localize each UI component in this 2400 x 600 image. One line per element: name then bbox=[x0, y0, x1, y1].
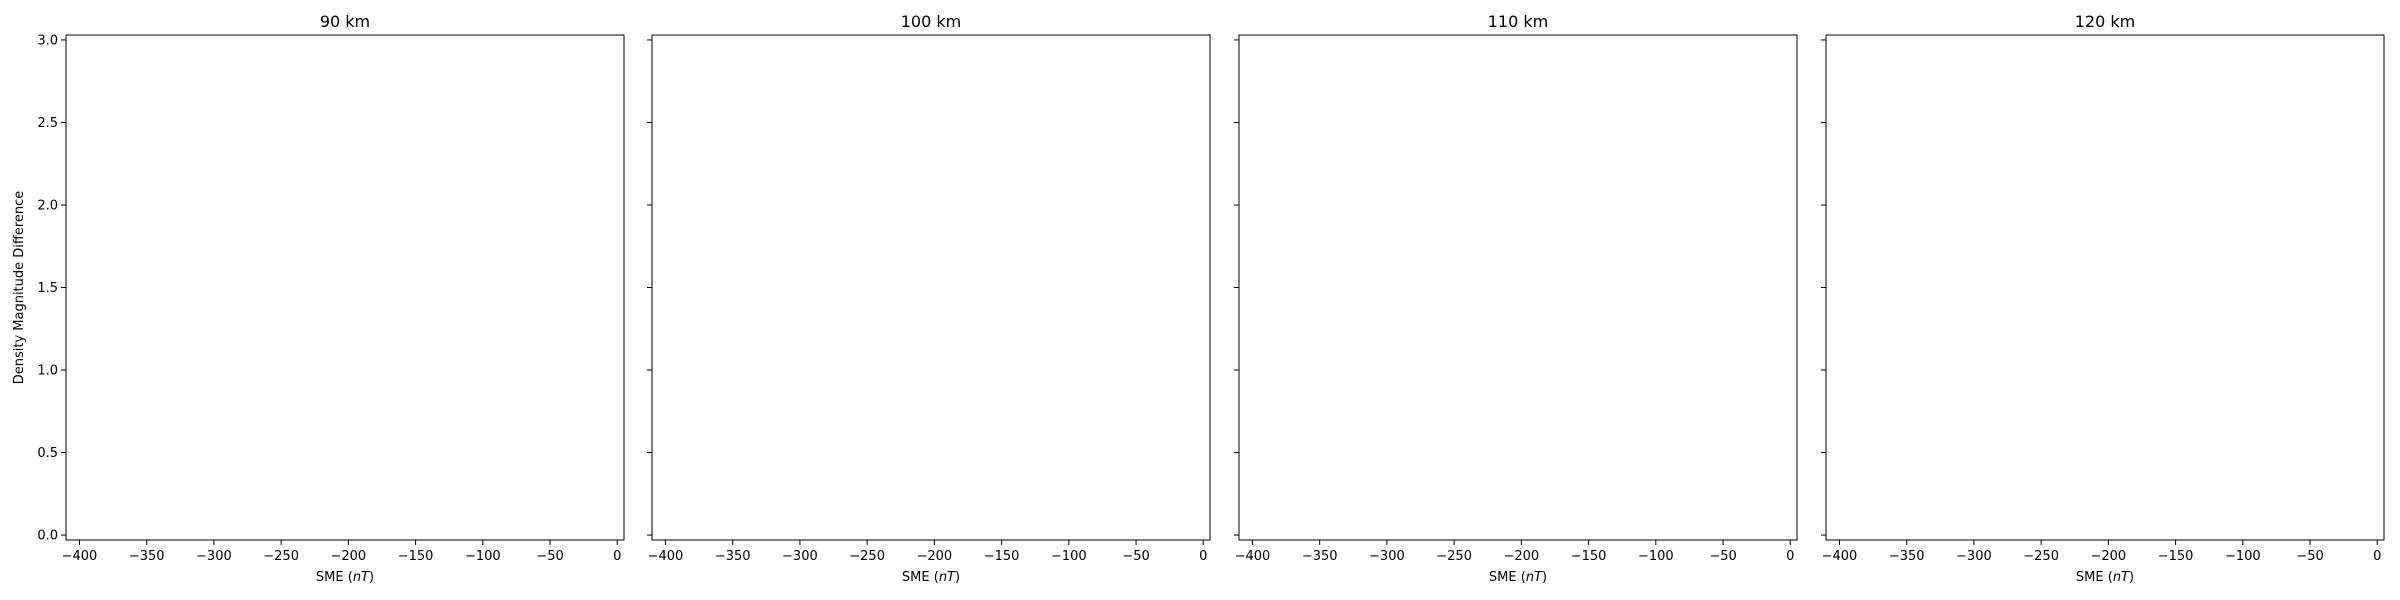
x-tick-label: −50 bbox=[1122, 549, 1149, 564]
x-tick-label: −250 bbox=[2023, 549, 2059, 564]
x-tick-label: −150 bbox=[398, 549, 434, 564]
x-tick-label: −100 bbox=[1051, 549, 1087, 564]
x-tick-label: −100 bbox=[465, 549, 501, 564]
x-tick-label: −200 bbox=[2091, 549, 2127, 564]
x-axis-label: SME (nT) bbox=[1489, 570, 1547, 585]
x-tick-label: −200 bbox=[331, 549, 367, 564]
x-tick-label: −200 bbox=[917, 549, 953, 564]
plot-frame bbox=[1825, 34, 2385, 541]
y-tick-label: 2.5 bbox=[37, 116, 58, 131]
panel-1: 90 km −400 −350 −300 −250 −200 −150 −100 −50 0 0.0… bbox=[12, 12, 625, 585]
y-tick-label: 1.5 bbox=[37, 281, 58, 296]
x-tick-label: 0 bbox=[1786, 549, 1794, 564]
y-tick-label: 3.0 bbox=[37, 33, 58, 48]
x-tick-label: −350 bbox=[1889, 549, 1925, 564]
x-tick-label: −50 bbox=[536, 549, 563, 564]
x-tick-label: −100 bbox=[1638, 549, 1674, 564]
y-axis-label: Density Magnitude Difference bbox=[12, 191, 27, 385]
x-tick-label: −300 bbox=[782, 549, 818, 564]
x-tick-label: −400 bbox=[1235, 549, 1271, 564]
x-tick-label: −250 bbox=[1436, 549, 1472, 564]
x-tick-label: −300 bbox=[196, 549, 232, 564]
panel-title: 100 km bbox=[901, 12, 961, 31]
x-tick-label: −350 bbox=[1302, 549, 1338, 564]
x-axis-label: SME (nT) bbox=[2076, 570, 2134, 585]
x-tick-label: 0 bbox=[613, 549, 621, 564]
panel-title: 90 km bbox=[320, 12, 370, 31]
y-tick-label: 2.0 bbox=[37, 198, 58, 213]
x-tick-label: −50 bbox=[2296, 549, 2323, 564]
x-tick-label: −100 bbox=[2225, 549, 2261, 564]
y-tick-label: 0.0 bbox=[37, 529, 58, 544]
x-tick-label: 0 bbox=[2373, 549, 2381, 564]
plot-frame bbox=[1238, 34, 1798, 541]
x-tick-label: −200 bbox=[1504, 549, 1540, 564]
x-tick-label: −250 bbox=[263, 549, 299, 564]
x-tick-label: −400 bbox=[1822, 549, 1858, 564]
panel-title: 120 km bbox=[2075, 12, 2135, 31]
plot-frame bbox=[65, 34, 625, 541]
x-tick-label: −350 bbox=[129, 549, 165, 564]
y-tick-label: 0.5 bbox=[37, 446, 58, 461]
x-tick-label: −50 bbox=[1709, 549, 1736, 564]
x-tick-label: −250 bbox=[849, 549, 885, 564]
x-tick-label: −350 bbox=[715, 549, 751, 564]
y-tick-label: 1.0 bbox=[37, 364, 58, 379]
x-tick-label: −150 bbox=[984, 549, 1020, 564]
x-tick-label: −300 bbox=[1956, 549, 1992, 564]
panel-4: 120 km −400 −350 −300 −250 −200 −150 −100 −50 0 SM… bbox=[1821, 12, 2385, 585]
panel-title: 110 km bbox=[1488, 12, 1548, 31]
panel-2: 100 km −400 −350 −300 −250 −200 −150 −100 −50 0 SM… bbox=[647, 12, 1211, 585]
plot-frame bbox=[651, 34, 1211, 541]
x-tick-label: −400 bbox=[648, 549, 684, 564]
panels: 90 km −400 −350 −300 −250 −200 −150 −100 −50 0 0.0… bbox=[12, 12, 2385, 585]
x-tick-label: −150 bbox=[1571, 549, 1607, 564]
x-tick-label: −400 bbox=[62, 549, 98, 564]
panel-3: 110 km −400 −350 −300 −250 −200 −150 −100 −50 0 SM… bbox=[1234, 12, 1798, 585]
x-tick-label: −150 bbox=[2158, 549, 2194, 564]
x-tick-label: −300 bbox=[1369, 549, 1405, 564]
x-axis-label: SME (nT) bbox=[316, 570, 374, 585]
x-axis-label: SME (nT) bbox=[902, 570, 960, 585]
x-tick-label: 0 bbox=[1199, 549, 1207, 564]
